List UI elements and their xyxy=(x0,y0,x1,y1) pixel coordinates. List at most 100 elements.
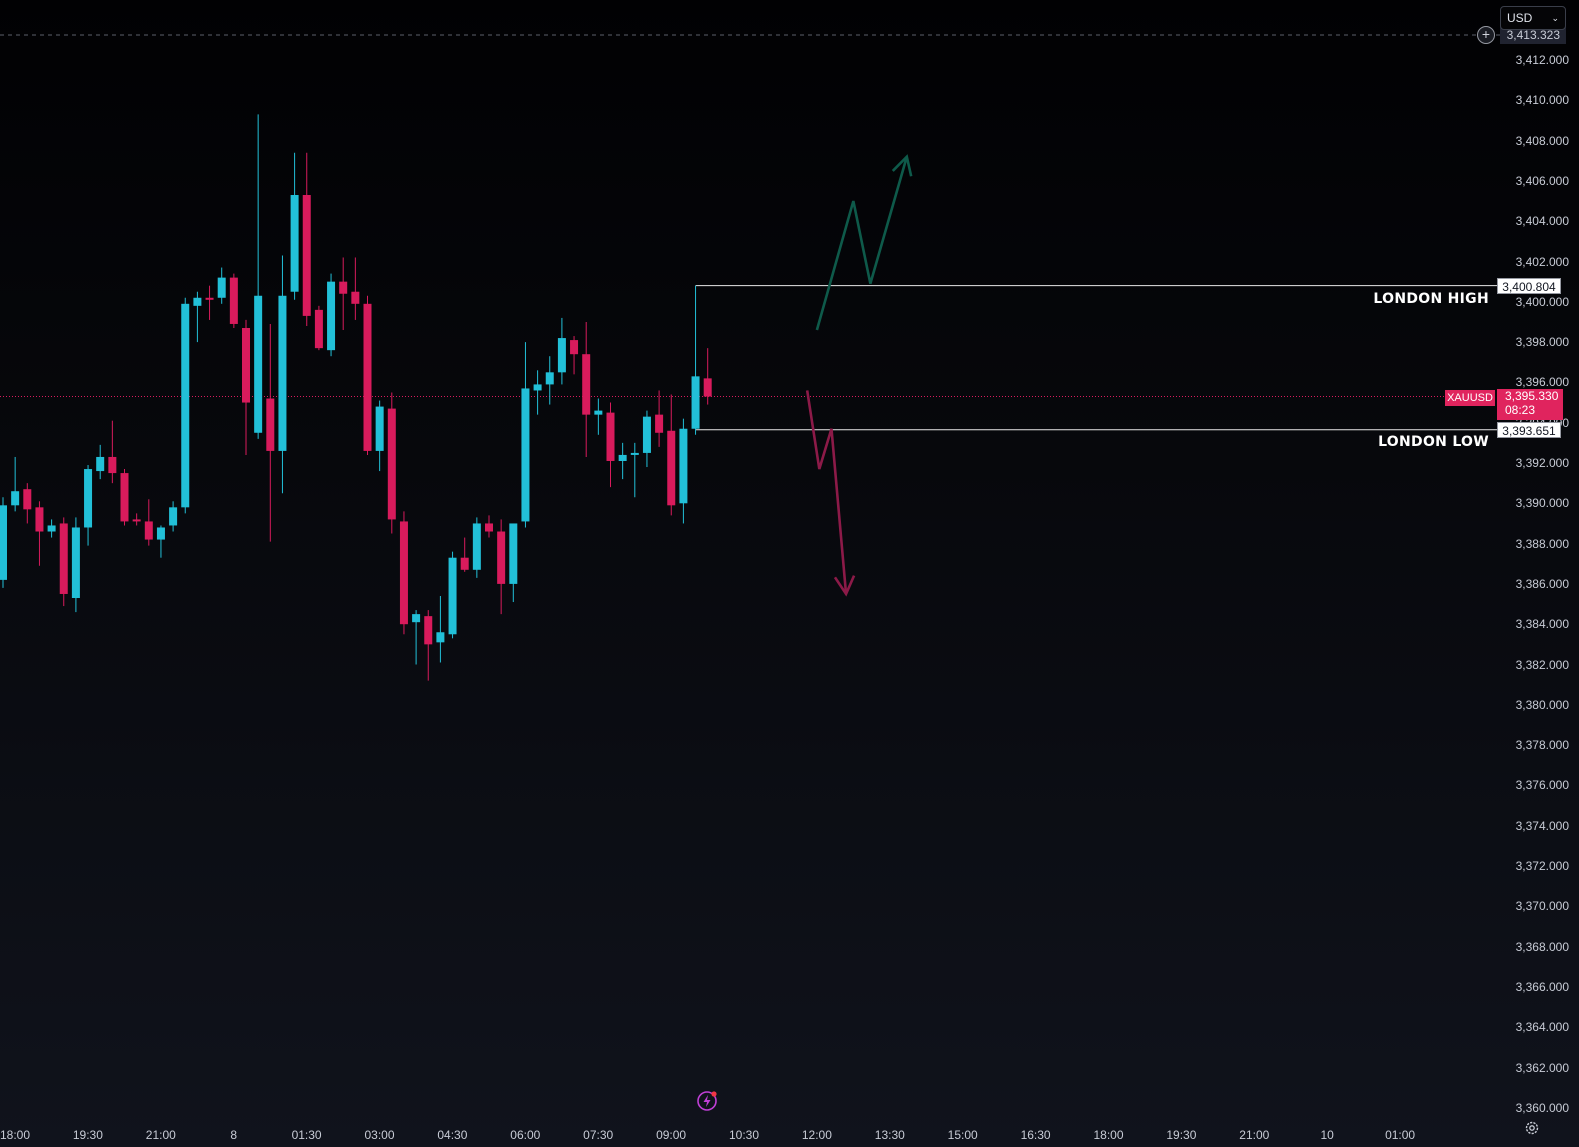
candle[interactable] xyxy=(229,273,238,328)
candle-body xyxy=(375,406,384,451)
candle[interactable] xyxy=(156,525,165,558)
candle[interactable] xyxy=(254,114,263,439)
flash-icon[interactable] xyxy=(696,1090,718,1112)
candle[interactable] xyxy=(667,394,676,516)
price-axis-label: 3,366.000 xyxy=(1515,979,1569,994)
candle[interactable] xyxy=(533,370,542,415)
candle[interactable] xyxy=(497,519,506,615)
candle[interactable] xyxy=(71,517,80,613)
candle-body xyxy=(278,295,287,451)
candle[interactable] xyxy=(412,610,421,665)
last-price-badge: 3,395.330 08:23 xyxy=(1497,389,1563,420)
candle[interactable] xyxy=(387,392,396,534)
candle-body xyxy=(193,297,202,306)
candle[interactable] xyxy=(193,291,202,343)
bull-scenario-path[interactable] xyxy=(815,156,909,331)
candle[interactable] xyxy=(314,305,323,351)
candle[interactable] xyxy=(35,501,44,566)
candle[interactable] xyxy=(266,323,275,542)
candle[interactable] xyxy=(606,402,615,488)
time-axis-label: 01:30 xyxy=(291,1128,322,1142)
price-axis-label: 3,396.000 xyxy=(1515,375,1569,390)
time-axis-label: 09:00 xyxy=(656,1128,687,1142)
candle[interactable] xyxy=(521,342,530,528)
candle[interactable] xyxy=(108,420,117,484)
candle[interactable] xyxy=(96,444,105,480)
candle[interactable] xyxy=(363,295,372,455)
candle[interactable] xyxy=(278,255,287,494)
candle[interactable] xyxy=(11,456,20,512)
candle[interactable] xyxy=(290,152,299,300)
candle[interactable] xyxy=(570,336,579,375)
candle-body xyxy=(71,527,80,599)
candle[interactable] xyxy=(351,257,360,320)
candlestick-chart[interactable] xyxy=(0,0,1500,1130)
candle[interactable] xyxy=(205,285,214,320)
candle[interactable] xyxy=(375,400,384,472)
candle-body xyxy=(23,489,32,510)
candle[interactable] xyxy=(181,297,190,514)
time-axis-label: 03:00 xyxy=(364,1128,395,1142)
currency-select[interactable]: USD ⌄ xyxy=(1500,6,1566,30)
candle[interactable] xyxy=(144,499,153,546)
candle[interactable] xyxy=(0,497,7,588)
candle[interactable] xyxy=(436,595,445,663)
candle-body xyxy=(630,452,639,455)
candle[interactable] xyxy=(642,410,651,468)
candle[interactable] xyxy=(448,551,457,639)
candle[interactable] xyxy=(217,267,226,304)
candle-body xyxy=(205,297,214,300)
candle[interactable] xyxy=(84,465,93,546)
candle[interactable] xyxy=(655,390,664,447)
time-axis[interactable]: 18:00 19:30 21:00 8 01:30 03:00 04:30 06:00 07:3… xyxy=(0,1128,1579,1147)
price-axis-label: 3,402.000 xyxy=(1515,254,1569,269)
candle[interactable] xyxy=(242,319,250,455)
candle[interactable] xyxy=(132,513,141,526)
candle-body xyxy=(521,388,530,522)
candle[interactable] xyxy=(509,523,518,603)
candle[interactable] xyxy=(472,517,481,578)
candle[interactable] xyxy=(630,442,639,498)
price-axis-label: 3,370.000 xyxy=(1515,899,1569,914)
candle-body xyxy=(509,523,518,584)
price-axis-label: 3,390.000 xyxy=(1515,496,1569,511)
candle[interactable] xyxy=(339,257,348,331)
candle[interactable] xyxy=(691,285,700,435)
candle[interactable] xyxy=(594,398,603,435)
london-low-price-badge: 3,393.651 xyxy=(1497,421,1561,438)
candle-body xyxy=(11,491,20,506)
candle[interactable] xyxy=(120,469,129,526)
candle[interactable] xyxy=(327,273,336,357)
candle[interactable] xyxy=(424,610,433,681)
candle[interactable] xyxy=(302,152,311,326)
time-axis-label: 21:00 xyxy=(145,1128,176,1142)
candle[interactable] xyxy=(47,519,56,538)
time-axis-label: 18:00 xyxy=(0,1128,31,1142)
candle[interactable] xyxy=(703,348,712,405)
candle[interactable] xyxy=(460,537,469,572)
candle-body xyxy=(169,507,178,526)
gear-icon[interactable] xyxy=(1524,1120,1540,1136)
candle[interactable] xyxy=(23,483,32,524)
add-alert-button[interactable]: + xyxy=(1477,26,1495,44)
candle[interactable] xyxy=(59,517,68,607)
candle[interactable] xyxy=(679,418,688,524)
candle[interactable] xyxy=(545,356,554,405)
candle[interactable] xyxy=(557,317,566,385)
candle-body xyxy=(144,521,153,540)
chart-area[interactable] xyxy=(0,0,1500,1130)
time-axis-label: 19:30 xyxy=(72,1128,103,1142)
price-axis[interactable]: 3,412.000 3,410.000 3,408.000 3,406.000 3,40… xyxy=(1500,0,1579,1130)
price-axis-label: 3,398.000 xyxy=(1515,335,1569,350)
candle[interactable] xyxy=(618,442,627,480)
candle-body xyxy=(642,416,651,453)
bear-scenario-path[interactable] xyxy=(805,390,848,595)
candle[interactable] xyxy=(485,515,493,538)
candle[interactable] xyxy=(169,501,178,532)
candle-body xyxy=(229,277,238,324)
price-axis-label: 3,378.000 xyxy=(1515,738,1569,753)
price-axis-label: 3,380.000 xyxy=(1515,697,1569,712)
candle[interactable] xyxy=(399,511,408,635)
candle[interactable] xyxy=(582,321,591,457)
price-axis-label: 3,408.000 xyxy=(1515,133,1569,148)
